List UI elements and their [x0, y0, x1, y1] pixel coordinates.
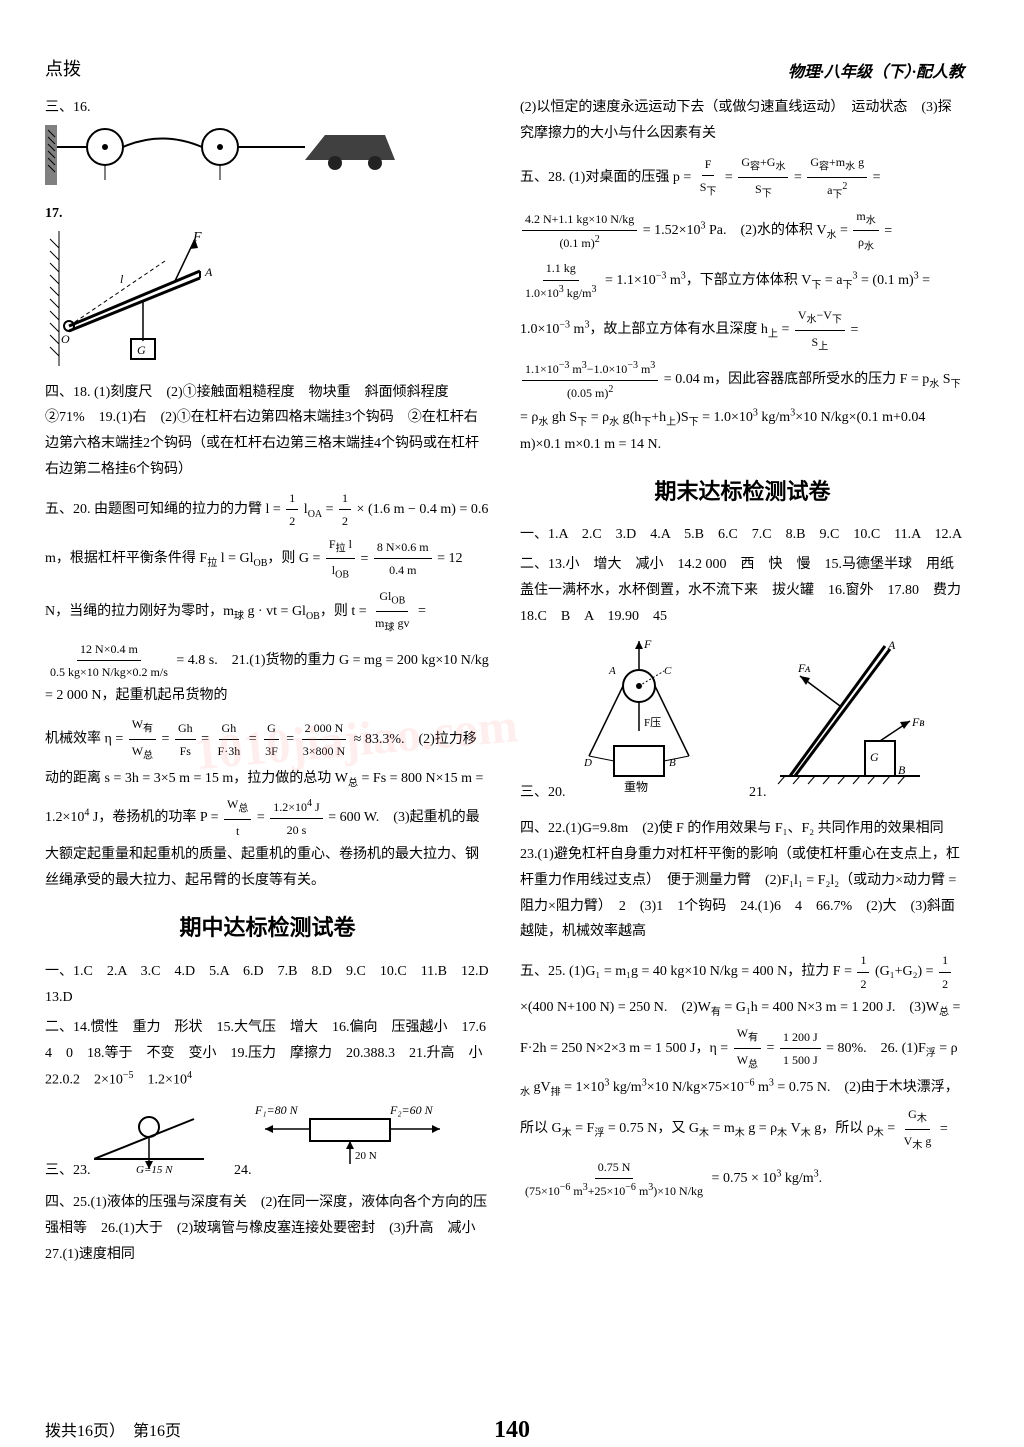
svg-text:重物: 重物	[624, 780, 648, 794]
para-18: 四、18. (1)刻度尺 (2)①接触面粗糙程度 物块重 斜面倾斜程度 ②71%…	[45, 380, 490, 484]
mid-25: 四、25.(1)液体的压强与深度有关 (2)在同一深度，液体向各个方向的压强相等…	[45, 1190, 490, 1268]
svg-text:G: G	[870, 750, 879, 764]
svg-text:C: C	[664, 665, 672, 677]
fin-1: 一、1.A 2.C 3.D 4.A 5.B 6.C 7.C 8.B 9.C 10…	[520, 522, 965, 548]
header-left: 点拨	[45, 55, 81, 81]
svg-text:F压: F压	[644, 716, 661, 729]
svg-text:Fʙ: Fʙ	[911, 715, 925, 729]
svg-text:20 N: 20 N	[355, 1150, 377, 1162]
svg-text:l: l	[120, 272, 124, 286]
svg-text:F: F	[643, 637, 652, 651]
right-column: (2)以恒定的速度永远运动下去（或做匀速直线运动） 运动状态 (3)探究摩擦力的…	[520, 95, 965, 1206]
svg-text:O: O	[61, 332, 70, 346]
svg-text:A: A	[608, 665, 616, 677]
diagrams-20-21: 三、20. F A C D B F压 重物	[520, 636, 965, 806]
final-title: 期末达标检测试卷	[520, 472, 965, 513]
diagram-17: F A O G l	[45, 231, 490, 376]
svg-text:B: B	[669, 757, 676, 769]
footer-left: 拨共16页） 第16页	[45, 1417, 181, 1441]
svg-text:A: A	[887, 638, 896, 652]
mid-answers-2: 二、14.惯性 重力 形状 15.大气压 增大 16.偏向 压强越小 17.6 …	[45, 1015, 490, 1093]
diagram-16	[45, 125, 490, 195]
svg-text:A: A	[204, 265, 213, 279]
fin-2: 二、13.小 增大 减小 14.2 000 西 快 慢 15.马德堡半球 用纸盖…	[520, 552, 965, 630]
svg-text:Fᴀ: Fᴀ	[797, 661, 811, 675]
para-21: 机械效率 η = W有W总 = GhFs = GhF·3h = G3F = 2 …	[45, 713, 490, 894]
para-27-cont: (2)以恒定的速度永远运动下去（或做匀速直线运动） 运动状态 (3)探究摩擦力的…	[520, 95, 965, 147]
para-20: 五、20. 由题图可知绳的拉力的力臂 l = 12 lOA = 12 × (1.…	[45, 487, 490, 709]
q16-label: 三、16.	[45, 95, 490, 121]
svg-text:B: B	[898, 763, 906, 777]
mid-answers-1: 一、1.C 2.A 3.C 4.D 5.A 6.D 7.B 8.D 9.C 10…	[45, 959, 490, 1011]
page-number: 140	[494, 1417, 530, 1444]
fin-5: 五、25. (1)G₁ = m₁g = 40 kg×10 N/kg = 400 …	[520, 949, 965, 1202]
svg-text:D: D	[583, 757, 592, 769]
para-28: 五、28. (1)对桌面的压强 p = FS下 = G容+G水S下 = G容+m…	[520, 151, 965, 458]
diagrams-23-24: 三、23. G=15 N 24. F₁=80 N F₂=60 N	[45, 1099, 490, 1184]
svg-text:G: G	[137, 343, 146, 357]
midterm-title: 期中达标检测试卷	[45, 908, 490, 949]
svg-text:F: F	[192, 231, 202, 245]
svg-text:F₁=80 N: F₁=80 N	[255, 1103, 299, 1117]
header-right: 物理·八年级（下）·配人教	[788, 58, 964, 82]
svg-text:G=15 N: G=15 N	[136, 1164, 173, 1174]
svg-text:F₂=60 N: F₂=60 N	[389, 1103, 434, 1117]
fin-4: 四、22.(1)G=9.8m (2)使 F 的作用效果与 F₁、F₂ 共同作用的…	[520, 816, 965, 945]
q17-label: 17.	[45, 201, 490, 227]
left-column: 三、16. 17.	[45, 95, 490, 1272]
